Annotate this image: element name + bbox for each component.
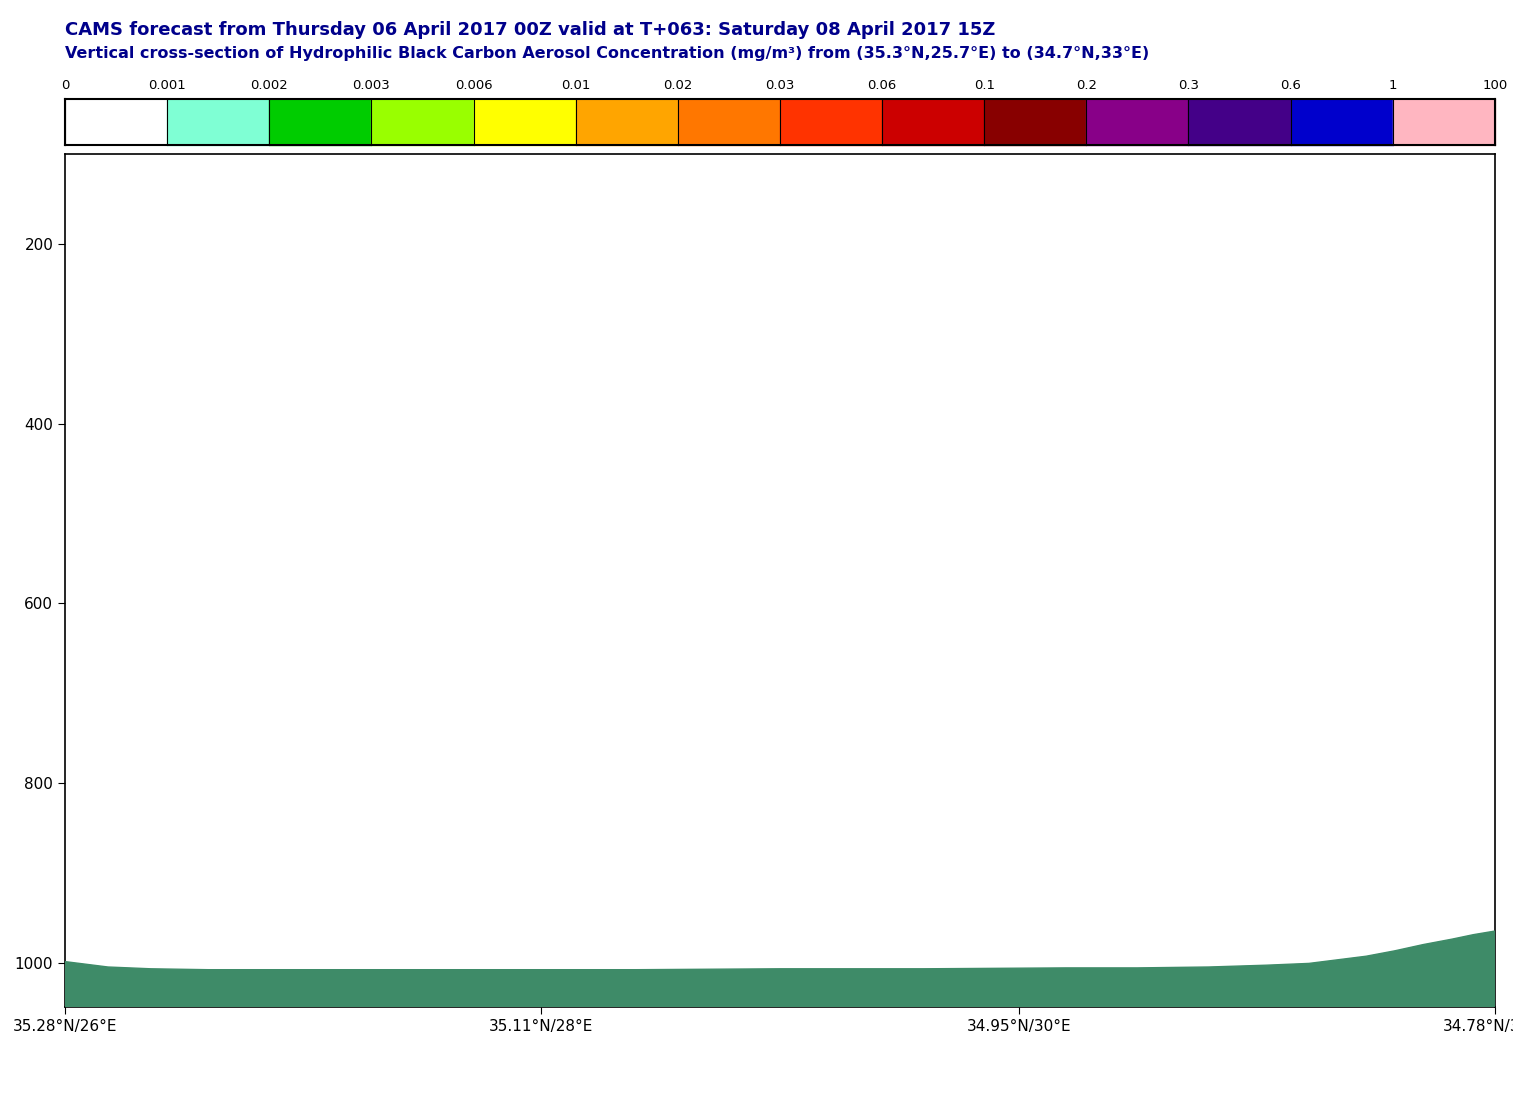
Text: 0.01: 0.01 [561,79,590,92]
Polygon shape [65,931,1495,1007]
Text: 0.001: 0.001 [148,79,186,92]
Text: 0.06: 0.06 [867,79,897,92]
Text: 0.1: 0.1 [974,79,994,92]
Text: 100: 100 [1483,79,1507,92]
Text: 0.002: 0.002 [251,79,287,92]
Text: 0.2: 0.2 [1076,79,1097,92]
Text: 0.02: 0.02 [663,79,693,92]
Bar [983,99,1086,145]
Bar [1291,99,1392,145]
Bar [575,99,678,145]
Text: 0.006: 0.006 [455,79,492,92]
Text: 0.3: 0.3 [1179,79,1198,92]
Bar [882,99,983,145]
Bar [372,99,474,145]
Bar [166,99,269,145]
Text: CAMS forecast from Thursday 06 April 2017 00Z valid at T+063: Saturday 08 April : CAMS forecast from Thursday 06 April 201… [65,21,996,39]
Text: 0.6: 0.6 [1280,79,1301,92]
Text: 0.003: 0.003 [353,79,390,92]
Bar [269,99,371,145]
Polygon shape [65,934,1495,1007]
Text: 0.03: 0.03 [766,79,794,92]
Bar [781,99,882,145]
Bar [1392,99,1495,145]
Text: 0: 0 [61,79,70,92]
Bar [678,99,781,145]
Bar [1086,99,1189,145]
Text: Vertical cross-section of Hydrophilic Black Carbon Aerosol Concentration (mg/m³): Vertical cross-section of Hydrophilic Bl… [65,46,1150,62]
Bar [1188,99,1291,145]
Bar [474,99,575,145]
Bar [65,99,166,145]
Text: 1: 1 [1389,79,1396,92]
